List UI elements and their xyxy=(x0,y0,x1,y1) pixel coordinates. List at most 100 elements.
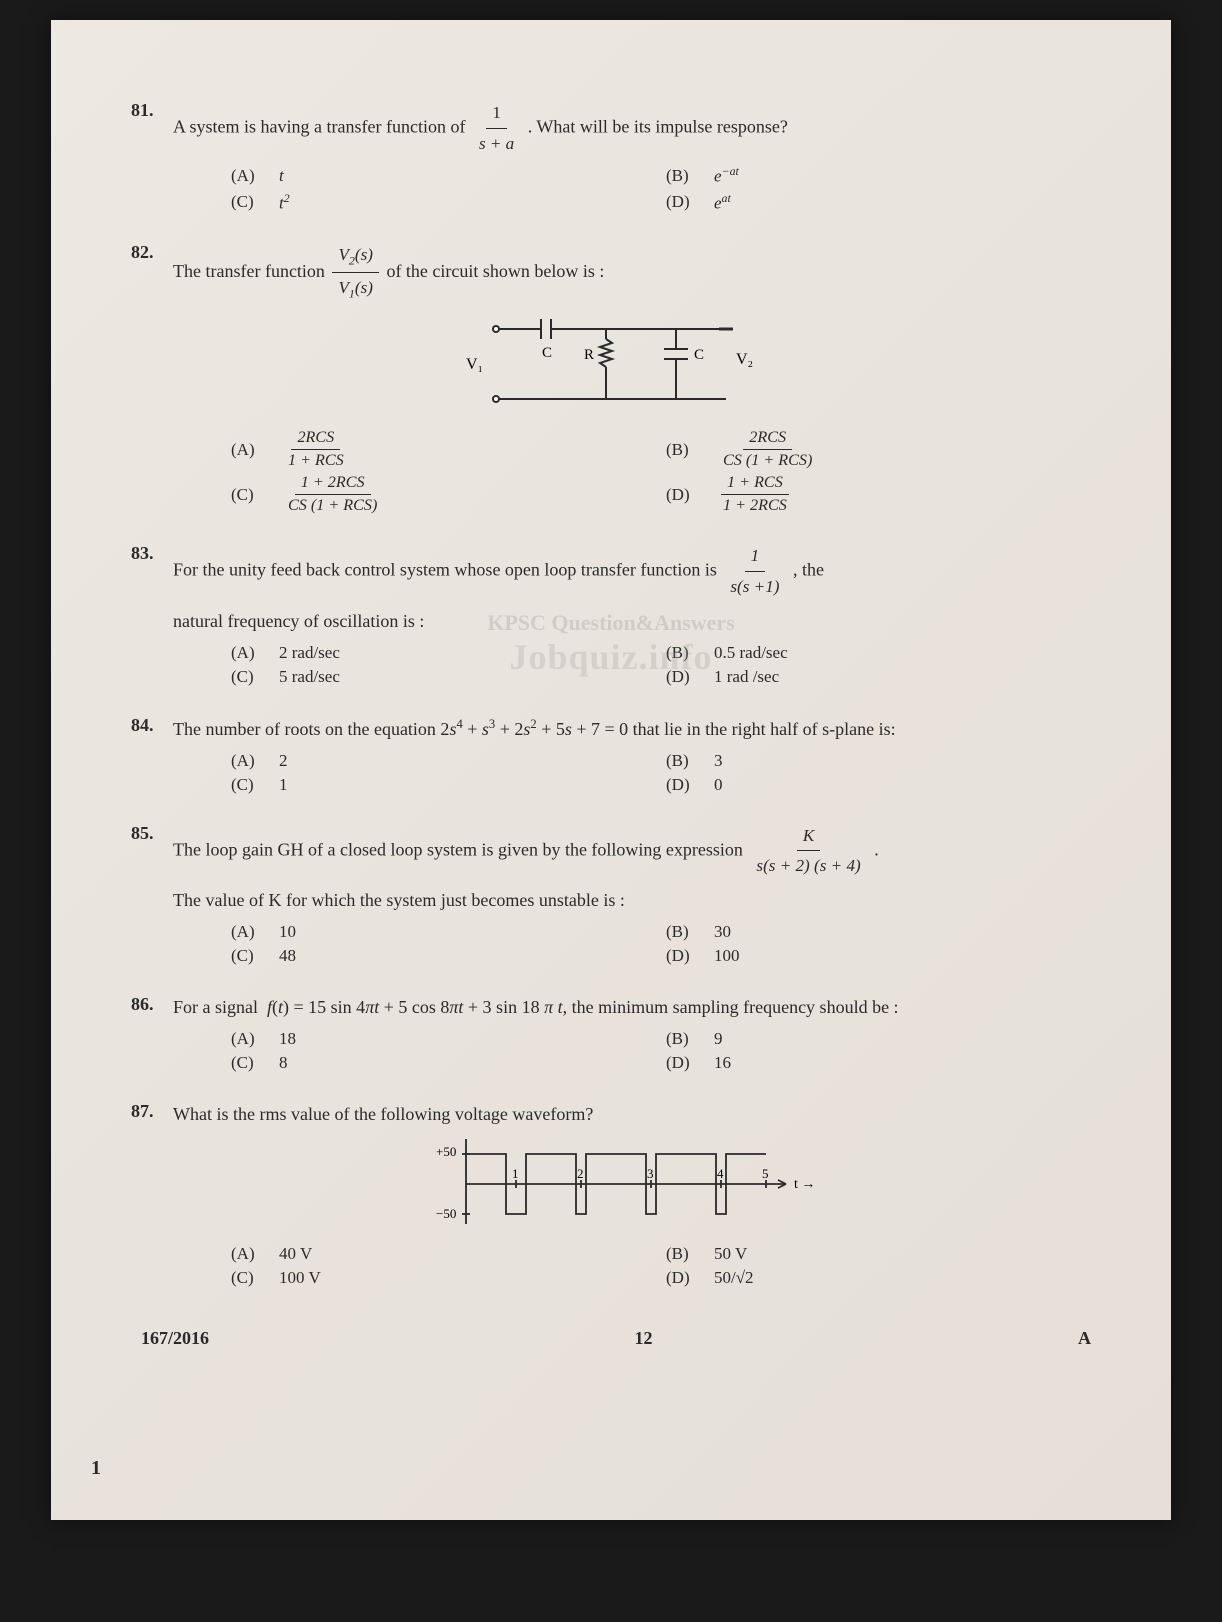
question-text: For a signal f(t) = 15 sin 4πt + 5 cos 8… xyxy=(131,994,1101,1021)
q83-fraction: 1 s(s +1) xyxy=(724,543,785,599)
option-d: (D)50/√2 xyxy=(666,1268,1101,1288)
question-number: 82. xyxy=(131,242,154,263)
option-a: (A) 2RCS1 + RCS xyxy=(231,429,666,470)
page-number: 12 xyxy=(635,1328,653,1349)
frac-num: 1 xyxy=(745,543,766,572)
option-d: (D)16 xyxy=(666,1053,1101,1073)
q85-fraction: K s(s + 2) (s + 4) xyxy=(750,823,866,879)
wf-x1: 1 xyxy=(512,1166,519,1181)
question-number: 81. xyxy=(131,100,154,121)
option-d: (D)eat xyxy=(666,191,1101,214)
option-b: (B)3 xyxy=(666,751,1101,771)
opt-value: 5 rad/sec xyxy=(279,667,340,687)
wf-x2: 2 xyxy=(577,1166,584,1181)
question-number: 86. xyxy=(131,994,154,1015)
opt-value: 8 xyxy=(279,1053,288,1073)
option-d: (D)100 xyxy=(666,946,1101,966)
option-b: (B)e−at xyxy=(666,164,1101,187)
option-c: (C) 1 + 2RCSCS (1 + RCS) xyxy=(231,474,666,515)
option-b: (B)50 V xyxy=(666,1244,1101,1264)
wf-x5: 5 xyxy=(762,1166,769,1181)
paper-code-left: 167/2016 xyxy=(141,1328,209,1349)
opt-value: t2 xyxy=(279,191,290,214)
opt-label: (A) xyxy=(231,643,279,663)
frac-den: V1(s) xyxy=(332,273,379,303)
question-text: The loop gain GH of a closed loop system… xyxy=(131,823,1101,914)
option-c: (C)48 xyxy=(231,946,666,966)
wf-x3: 3 xyxy=(647,1166,654,1181)
opt-value: e−at xyxy=(714,164,739,187)
question-number: 83. xyxy=(131,543,154,564)
option-b: (B)30 xyxy=(666,922,1101,942)
opt-frac: 1 + 2RCSCS (1 + RCS) xyxy=(282,474,383,515)
opt-value: 50 V xyxy=(714,1244,747,1264)
opt-label: (D) xyxy=(666,1053,714,1073)
q81-options: (A)t (B)e−at (C)t2 (D)eat xyxy=(131,164,1101,213)
option-d: (D) 1 + RCS1 + 2RCS xyxy=(666,474,1101,515)
q81-post: . What will be its impulse response? xyxy=(528,116,788,136)
opt-label: (A) xyxy=(231,166,279,186)
opt-label: (D) xyxy=(666,775,714,795)
opt-value: 100 xyxy=(714,946,740,966)
opt-value: 40 V xyxy=(279,1244,312,1264)
q86-options: (A)18 (B)9 (C)8 (D)16 xyxy=(131,1029,1101,1073)
option-a: (A)10 xyxy=(231,922,666,942)
opt-value: 2 rad/sec xyxy=(279,643,340,663)
option-b: (B) 2RCSCS (1 + RCS) xyxy=(666,429,1101,470)
paper-code-right: A xyxy=(1078,1328,1091,1349)
circuit-c-label: C xyxy=(542,345,552,361)
circuit-v2-label: V₂ xyxy=(736,351,753,368)
wf-x4: 4 xyxy=(717,1166,724,1181)
opt-label: (A) xyxy=(231,440,279,460)
q87-options: (A)40 V (B)50 V (C)100 V (D)50/√2 xyxy=(131,1244,1101,1288)
question-number: 87. xyxy=(131,1101,154,1122)
question-text: A system is having a transfer function o… xyxy=(131,100,1101,156)
option-b: (B)9 xyxy=(666,1029,1101,1049)
opt-label: (A) xyxy=(231,922,279,942)
frac-num: 1 + RCS xyxy=(721,474,789,495)
question-text: For the unity feed back control system w… xyxy=(131,543,1101,634)
opt-label: (A) xyxy=(231,1029,279,1049)
frac-num: 1 + 2RCS xyxy=(295,474,371,495)
opt-label: (C) xyxy=(231,946,279,966)
q82-fraction: V2(s) V1(s) xyxy=(332,242,379,304)
option-c: (C)100 V xyxy=(231,1268,666,1288)
q85-post: . xyxy=(874,839,879,859)
question-85: 85. The loop gain GH of a closed loop sy… xyxy=(131,823,1101,966)
opt-value: 1 rad /sec xyxy=(714,667,779,687)
frac-den: s(s + 2) (s + 4) xyxy=(750,851,866,879)
frac-num: 1 xyxy=(486,100,507,129)
q81-pre: A system is having a transfer function o… xyxy=(173,116,470,136)
option-a: (A)t xyxy=(231,164,666,187)
opt-label: (C) xyxy=(231,775,279,795)
opt-frac: 2RCSCS (1 + RCS) xyxy=(717,429,818,470)
option-b: (B)0.5 rad/sec xyxy=(666,643,1101,663)
frac-den: CS (1 + RCS) xyxy=(717,450,818,470)
q82-pre: The transfer function xyxy=(173,261,329,281)
opt-value: 48 xyxy=(279,946,296,966)
question-87: 87. What is the rms value of the followi… xyxy=(131,1101,1101,1288)
opt-value: 10 xyxy=(279,922,296,942)
question-83: 83. For the unity feed back control syst… xyxy=(131,543,1101,686)
question-text: What is the rms value of the following v… xyxy=(131,1101,1101,1128)
opt-label: (C) xyxy=(231,667,279,687)
opt-label: (B) xyxy=(666,751,714,771)
circuit-r-label: R xyxy=(584,347,594,363)
opt-value: 30 xyxy=(714,922,731,942)
frac-den: s(s +1) xyxy=(724,572,785,600)
q84-text: The number of roots on the equation 2s4 … xyxy=(173,719,896,739)
opt-value: t xyxy=(279,166,284,186)
circuit-v1-label: V₁ xyxy=(466,356,483,373)
option-a: (A)18 xyxy=(231,1029,666,1049)
option-c: (C)8 xyxy=(231,1053,666,1073)
opt-frac: 1 + RCS1 + 2RCS xyxy=(717,474,793,515)
question-81: 81. A system is having a transfer functi… xyxy=(131,100,1101,214)
wf-y-high: +50 xyxy=(436,1144,456,1159)
opt-label: (D) xyxy=(666,1268,714,1288)
page-footer: 167/2016 12 A xyxy=(131,1328,1101,1349)
frac-den: CS (1 + RCS) xyxy=(282,495,383,515)
opt-value: 2 xyxy=(279,751,288,771)
opt-value: 9 xyxy=(714,1029,723,1049)
opt-value: 16 xyxy=(714,1053,731,1073)
opt-label: (D) xyxy=(666,946,714,966)
